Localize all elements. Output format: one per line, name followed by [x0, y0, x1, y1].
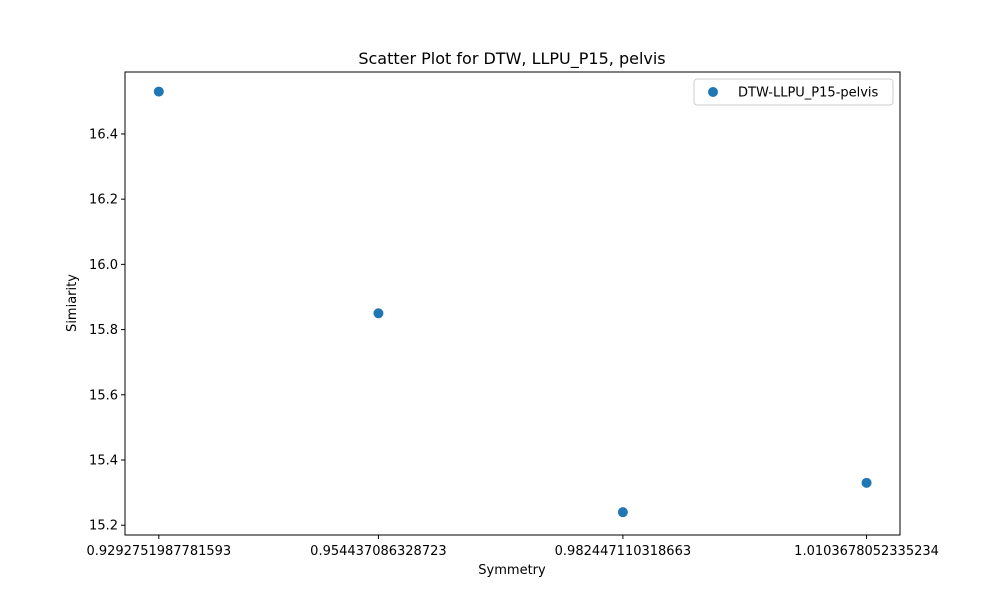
y-tick-label: 16.0: [89, 258, 118, 273]
legend-marker: [708, 87, 718, 97]
y-axis-label: Simiarity: [65, 274, 80, 332]
data-point: [153, 86, 164, 97]
x-tick-label: 0.9292751987781593: [86, 544, 231, 559]
plot-area-frame: [124, 71, 901, 536]
x-tick-label: 1.0103678052335234: [794, 544, 939, 559]
x-tick-label: 0.954437086328723: [310, 544, 446, 559]
data-point: [617, 507, 628, 518]
y-tick-label: 15.6: [89, 388, 118, 403]
legend-box: [693, 78, 894, 106]
legend: DTW-LLPU_P15-pelvis: [693, 78, 894, 106]
data-points: [153, 86, 872, 518]
chart-title: Scatter Plot for DTW, LLPU_P15, pelvis: [358, 49, 665, 69]
y-tick-label: 15.8: [89, 323, 118, 338]
x-axis-label: Symmetry: [478, 563, 546, 578]
y-tick-label: 15.4: [89, 454, 118, 469]
y-tick-label: 16.4: [89, 127, 118, 142]
y-tick-label: 15.2: [89, 519, 118, 534]
x-axis-ticks: 0.9292751987781593 0.954437086328723 0.982…: [86, 535, 939, 559]
data-point: [373, 308, 384, 319]
y-tick-label: 16.2: [89, 193, 118, 208]
y-axis-ticks: 15.2 15.4 15.6 15.8 16.0 16.2 16.4: [89, 127, 125, 534]
data-point: [861, 477, 872, 488]
x-tick-label: 0.982447110318663: [555, 544, 691, 559]
legend-label: DTW-LLPU_P15-pelvis: [738, 86, 879, 101]
